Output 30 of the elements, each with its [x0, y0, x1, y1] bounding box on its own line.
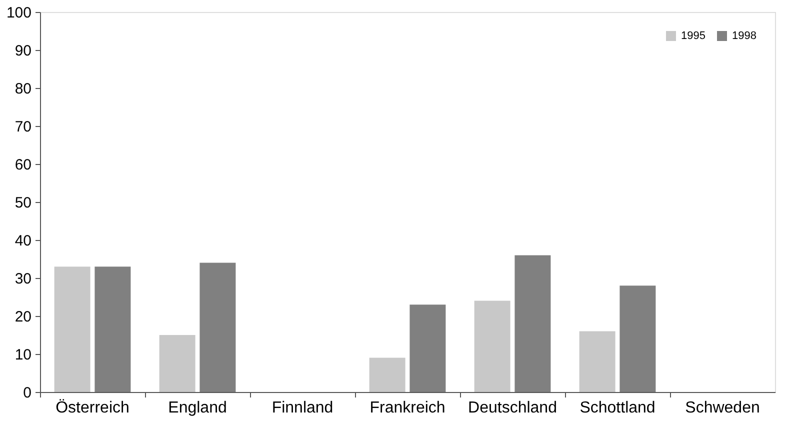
- y-tick-label: 100: [6, 4, 32, 22]
- x-tick-label: Frankreich: [370, 400, 446, 416]
- bar: [514, 255, 551, 392]
- legend-label: 1995: [681, 30, 706, 42]
- x-tick-label: Finnland: [272, 400, 334, 416]
- y-tick-label: 40: [14, 232, 32, 250]
- bar: [474, 300, 510, 392]
- y-tick-label: 50: [14, 194, 32, 212]
- y-tick-label: 10: [14, 346, 32, 364]
- y-tick-label: 90: [14, 42, 32, 60]
- bar: [159, 335, 196, 392]
- y-tick-label: 30: [14, 270, 32, 288]
- y-tick-label: 20: [14, 308, 32, 326]
- bar: [200, 262, 236, 392]
- y-tick-label: 60: [14, 156, 32, 174]
- x-tick-label: Schweden: [685, 400, 760, 416]
- y-tick-label: 70: [14, 118, 32, 136]
- y-tick-label: 80: [14, 80, 32, 98]
- x-tick-label: Schottland: [580, 400, 656, 416]
- y-tick-label: 0: [23, 384, 32, 402]
- bar: [369, 358, 406, 392]
- bar: [620, 286, 656, 392]
- bar: [579, 331, 616, 392]
- x-tick-label: Deutschland: [468, 400, 557, 416]
- bar: [54, 266, 90, 392]
- bar: [410, 304, 446, 392]
- bar: [94, 266, 131, 392]
- x-tick-label: England: [168, 400, 227, 416]
- x-tick-label: Österreich: [56, 398, 130, 416]
- legend-label: 1998: [732, 30, 756, 42]
